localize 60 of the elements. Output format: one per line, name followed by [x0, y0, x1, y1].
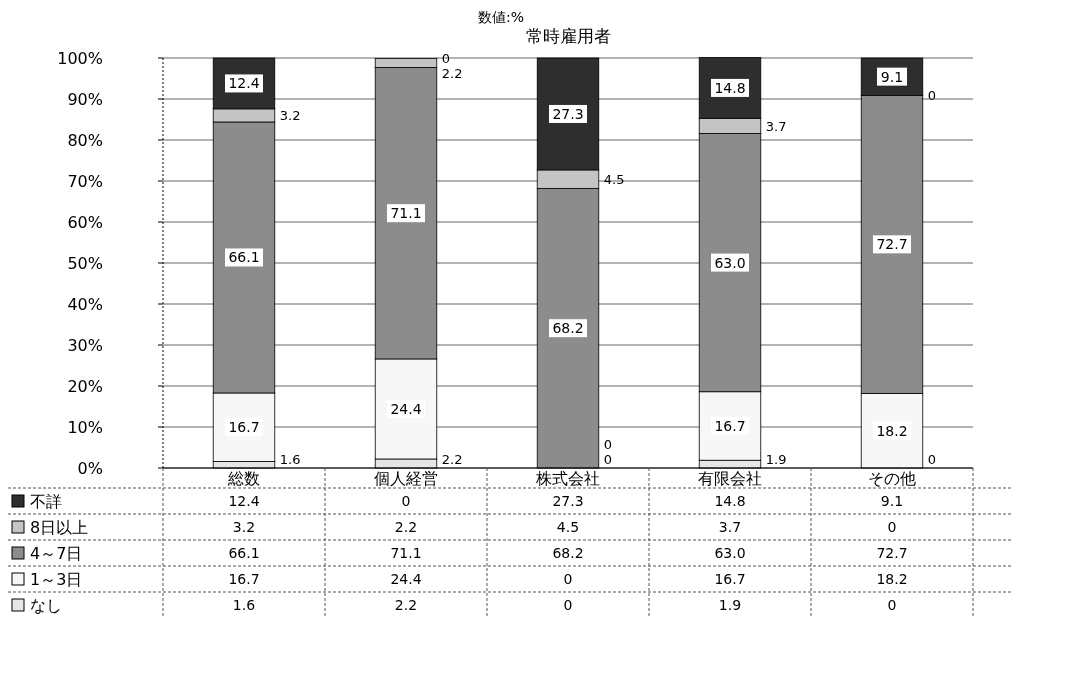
data-label: 16.7 — [228, 571, 260, 587]
y-tick-label: 60% — [67, 213, 103, 232]
data-label: 4.5 — [556, 519, 580, 535]
data-label: 0 — [887, 519, 897, 535]
data-label: 27.3 — [552, 493, 584, 509]
legend-label: 1～3日 — [30, 570, 83, 589]
x-tick-label: 総数 — [227, 469, 260, 488]
y-tick-label: 80% — [67, 131, 103, 150]
text: 3.2 — [279, 108, 301, 124]
data-label: 2.2 — [394, 519, 418, 535]
data-label: 0 — [563, 597, 573, 613]
legend-label: 不詳 — [30, 492, 62, 511]
text: 数値:% — [478, 9, 525, 25]
x-tick-label: 有限会社 — [698, 469, 762, 488]
y-tick-label: 10% — [67, 418, 103, 437]
data-label: 9.1 — [880, 493, 904, 509]
y-tick-label: 70% — [67, 172, 103, 191]
data-label: 1.6 — [232, 597, 256, 613]
data-label: 0 — [401, 493, 411, 509]
data-label: 68.2 — [552, 545, 584, 561]
data-label: 63.0 — [714, 545, 746, 561]
data-label: 2.2 — [394, 597, 418, 613]
legend-label: 8日以上 — [30, 518, 89, 537]
data-label: 16.7 — [714, 571, 746, 587]
data-label: 66.1 — [228, 545, 260, 561]
data-label: 3.2 — [232, 519, 256, 535]
text: 0 — [603, 452, 613, 467]
y-tick-label: 50% — [67, 254, 103, 273]
x-tick-label: 個人経営 — [374, 469, 438, 488]
data-label: 14.8 — [714, 493, 746, 509]
y-tick-label: 40% — [67, 295, 103, 314]
text: 4.5 — [603, 172, 625, 188]
x-tick-label: 株式会社 — [535, 469, 600, 488]
text: 3.7 — [765, 118, 787, 134]
y-tick-label: 20% — [67, 377, 103, 396]
text: 1.6 — [279, 452, 301, 467]
legend-label: 4～7日 — [30, 544, 83, 563]
data-label: 3.7 — [718, 519, 742, 535]
text: 0 — [927, 88, 937, 104]
data-label: 18.2 — [876, 571, 908, 587]
y-tick-label: 30% — [67, 336, 103, 355]
data-label: 12.4 — [228, 493, 260, 509]
y-tick-label: 0% — [77, 459, 103, 478]
y-tick-label: 100% — [57, 49, 103, 68]
text: 1.9 — [765, 452, 787, 467]
text: 0 — [441, 51, 451, 67]
legend-label: なし — [30, 596, 62, 615]
text: 0 — [603, 437, 613, 452]
text: 2.2 — [441, 452, 463, 467]
data-label: 71.1 — [390, 545, 422, 561]
y-tick-label: 90% — [67, 90, 103, 109]
data-label: 72.7 — [876, 545, 908, 561]
x-tick-label: その他 — [868, 469, 916, 488]
chart-title: 常時雇用者 — [525, 26, 611, 46]
text: 0 — [927, 452, 937, 467]
text: 2.2 — [441, 66, 463, 82]
data-label: 24.4 — [390, 571, 422, 587]
data-label: 0 — [887, 597, 897, 613]
data-label: 0 — [563, 571, 573, 587]
data-label: 1.9 — [718, 597, 742, 613]
